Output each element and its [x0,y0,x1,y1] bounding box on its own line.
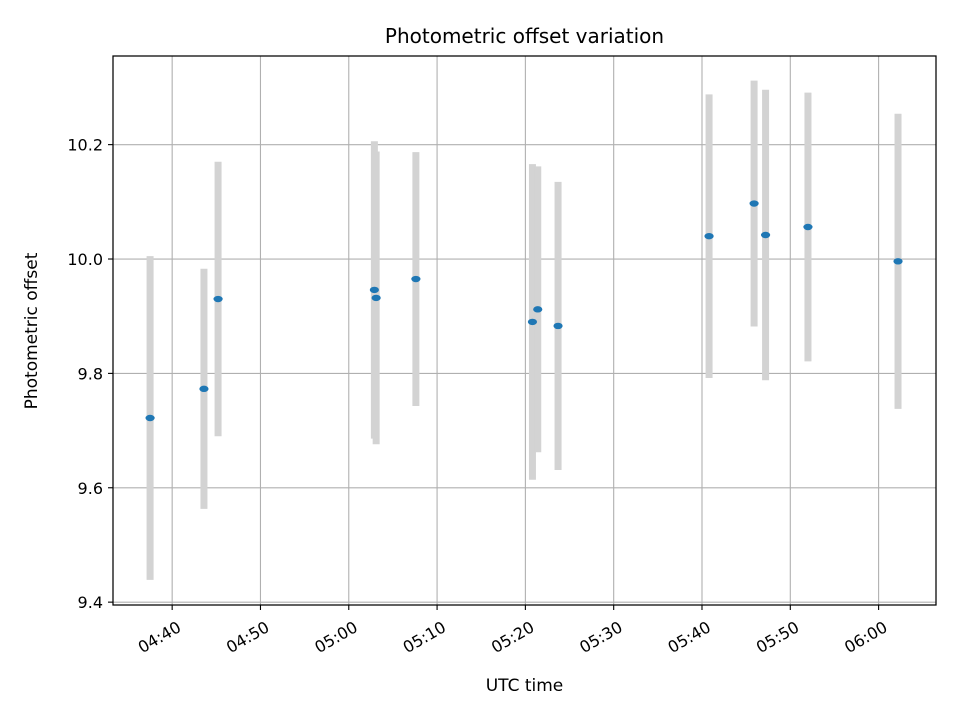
chart-title: Photometric offset variation [385,24,664,48]
plot-frame [112,55,937,606]
data-point [893,258,903,265]
data-point [411,275,421,283]
data-point [803,223,813,231]
data-point [213,295,223,303]
data-point [760,231,771,239]
data-point [553,322,563,330]
data-point [533,306,543,313]
data-point [199,385,209,393]
y-tick-label: 9.4 [78,593,103,612]
data-point [369,286,379,294]
data-points [145,200,903,422]
y-tick-label: 9.8 [78,364,103,383]
x-axis-title: UTC time [486,676,564,696]
data-point [704,232,714,240]
y-tick-label: 10.0 [67,250,103,269]
data-point [749,200,759,207]
data-point [145,414,155,422]
y-axis: 9.4 9.6 9.8 10.0 10.2 [67,136,113,612]
grid-lines [113,56,936,605]
data-point [527,318,538,326]
data-point [371,294,381,302]
y-axis-title: Photometric offset [22,252,42,409]
y-tick-label: 9.6 [78,479,103,498]
y-tick-label: 10.2 [67,136,103,155]
